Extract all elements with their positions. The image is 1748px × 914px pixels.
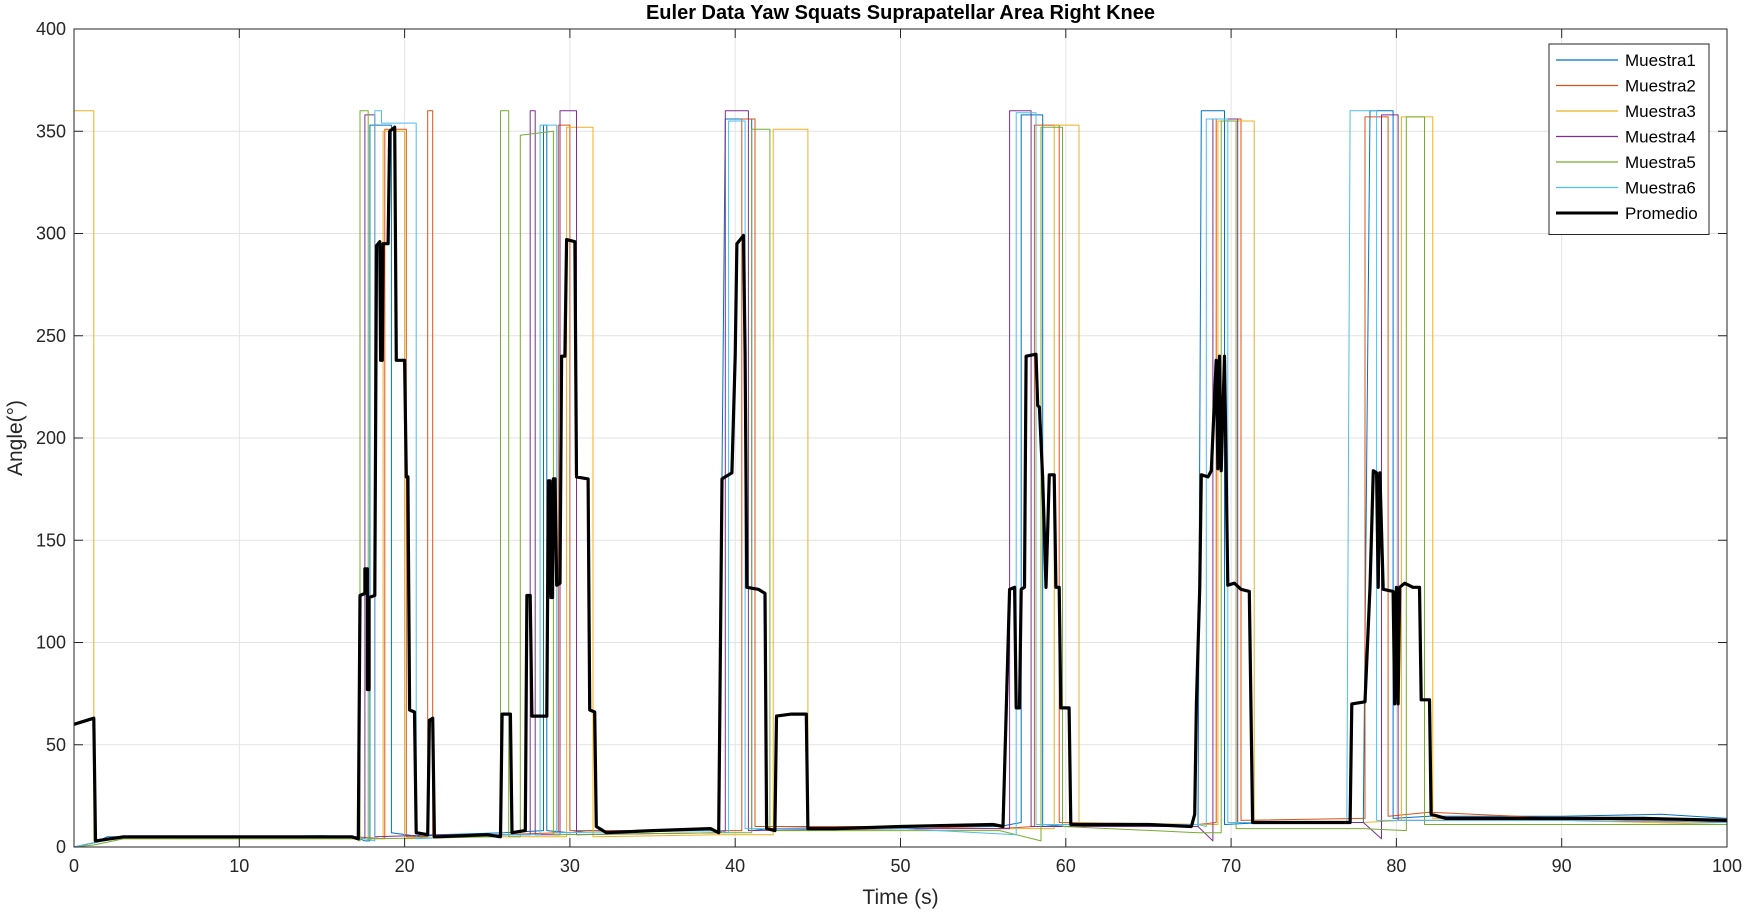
- legend-label: Muestra5: [1625, 153, 1696, 172]
- y-tick-label: 300: [36, 224, 66, 244]
- y-tick-label: 150: [36, 530, 66, 550]
- legend-label: Muestra1: [1625, 51, 1696, 70]
- legend-label: Muestra2: [1625, 77, 1696, 96]
- y-tick-label: 400: [36, 19, 66, 39]
- chart-title: Euler Data Yaw Squats Suprapatellar Area…: [646, 2, 1155, 24]
- y-tick-label: 200: [36, 428, 66, 448]
- x-tick-label: 70: [1221, 856, 1241, 876]
- y-tick-label: 100: [36, 633, 66, 653]
- legend: Muestra1 Muestra2 Muestra3 Muestra4 Muestra5…: [1548, 43, 1710, 235]
- x-tick-label: 80: [1386, 856, 1406, 876]
- y-axis-title: Angle(°): [4, 400, 27, 476]
- x-tick-label: 60: [1056, 856, 1076, 876]
- legend-label: Muestra6: [1625, 179, 1696, 198]
- y-tick-label: 0: [56, 837, 66, 857]
- x-axis-title: Time (s): [862, 886, 938, 909]
- x-tick-label: 0: [69, 856, 79, 876]
- plot-lines: [74, 110, 1727, 847]
- x-tick-label: 90: [1552, 856, 1572, 876]
- legend-label: Muestra3: [1625, 102, 1696, 121]
- x-tick-label: 50: [890, 856, 910, 876]
- series-line-promedio: [74, 125, 1727, 843]
- x-tick-label: 20: [395, 856, 415, 876]
- legend-label: Promedio: [1625, 204, 1698, 223]
- legend-box: [1548, 43, 1710, 235]
- y-tick-label: 50: [46, 735, 66, 755]
- y-tick-label: 250: [36, 326, 66, 346]
- series-line-muestra5: [74, 110, 1727, 847]
- x-tick-label: 40: [725, 856, 745, 876]
- x-tick-label: 30: [560, 856, 580, 876]
- x-tick-label: 100: [1712, 856, 1742, 876]
- y-tick-label: 350: [36, 121, 66, 141]
- axis-ticks: 0 10 20 30 40 50 60 70 80 90 100 0 50 100 150 200 250 300…: [36, 19, 1742, 876]
- legend-label: Muestra4: [1625, 128, 1696, 147]
- x-tick-label: 10: [229, 856, 249, 876]
